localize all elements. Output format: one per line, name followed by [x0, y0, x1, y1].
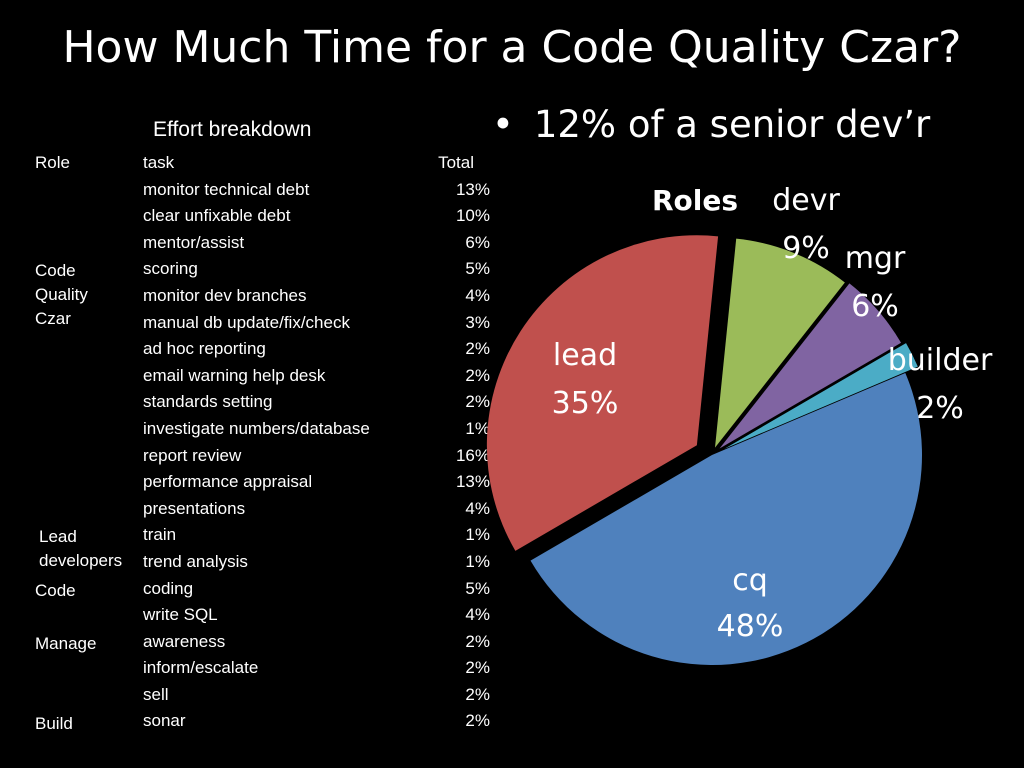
- slice-name-label: devr: [772, 183, 840, 218]
- task-cell: write SQL: [143, 605, 218, 625]
- total-cell: 2%: [465, 365, 490, 385]
- role-label: Manage: [35, 633, 97, 653]
- slice-value-label: 35%: [552, 386, 619, 421]
- task-cell: train: [143, 525, 177, 545]
- task-cell: monitor dev branches: [143, 285, 307, 305]
- task-cell: investigate numbers/database: [143, 418, 370, 438]
- task-cell: clear unfixable debt: [143, 206, 291, 226]
- table-row: sonar 2%: [35, 709, 490, 736]
- total-cell: 3%: [465, 312, 490, 332]
- slice-value-label: 6%: [851, 289, 899, 324]
- task-cell: presentations: [143, 498, 246, 518]
- task-cell: awareness: [143, 631, 226, 651]
- total-cell: 1%: [465, 551, 490, 571]
- total-cell: 16%: [455, 445, 490, 465]
- task-cell: mentor/assist: [143, 232, 245, 252]
- total-cell: 5%: [465, 578, 490, 598]
- table-row: investigate numbers/database 1%: [35, 417, 490, 444]
- table-row: manual db update/fix/check 3%: [35, 311, 490, 338]
- total-cell: 2%: [465, 392, 490, 412]
- table-row: sell 2%: [35, 683, 490, 710]
- header-task: task: [143, 153, 175, 172]
- pie-slice-mgr: [719, 283, 902, 449]
- table-row: scoring 5%: [35, 257, 490, 284]
- total-cell: 13%: [455, 179, 490, 199]
- task-cell: monitor technical debt: [143, 179, 310, 199]
- pie-slice-devr: [714, 238, 845, 448]
- slice-value-label: 2%: [916, 391, 964, 426]
- slice-value-label: 9%: [782, 231, 830, 266]
- slice-value-label: 48%: [717, 609, 784, 644]
- task-cell: standards setting: [143, 392, 273, 412]
- total-cell: 1%: [465, 418, 490, 438]
- role-label: Build: [35, 713, 73, 733]
- task-cell: report review: [143, 445, 242, 465]
- total-cell: 2%: [465, 658, 490, 678]
- table-row: performance appraisal 13%: [35, 470, 490, 497]
- table-body: monitor technical debt 13% clear unfixable…: [35, 178, 490, 736]
- role-label: Code: [35, 580, 76, 600]
- total-cell: 13%: [455, 472, 490, 492]
- slice-name-label: lead: [553, 338, 617, 373]
- task-cell: sonar: [143, 711, 186, 731]
- bullet-dot-icon: •: [492, 103, 514, 146]
- table-row: email warning help desk 2%: [35, 364, 490, 391]
- task-cell: scoring: [143, 259, 198, 279]
- total-cell: 4%: [465, 285, 490, 305]
- total-cell: 2%: [465, 631, 490, 651]
- total-cell: 5%: [465, 259, 490, 279]
- table-row: standards setting 2%: [35, 390, 490, 417]
- table-row: presentations 4%: [35, 497, 490, 524]
- table-row: inform/escalate 2%: [35, 656, 490, 683]
- table-row: trend analysis 1%: [35, 550, 490, 577]
- bullet-point: • 12% of a senior dev’r: [492, 100, 930, 150]
- total-cell: 6%: [465, 232, 490, 252]
- table-row: clear unfixable debt 10%: [35, 204, 490, 231]
- task-cell: sell: [143, 684, 169, 704]
- header-role: Role: [35, 153, 70, 172]
- bullet-text: 12% of a senior dev’r: [533, 103, 931, 146]
- table-row: coding 5%: [35, 577, 490, 604]
- pie-slice-cq: [530, 372, 923, 666]
- slice-name-label: cq: [732, 563, 768, 598]
- total-cell: 2%: [465, 339, 490, 359]
- total-cell: 2%: [465, 684, 490, 704]
- total-cell: 4%: [465, 498, 490, 518]
- table-row: report review 16%: [35, 444, 490, 471]
- table-row: write SQL 4%: [35, 603, 490, 630]
- total-cell: 4%: [465, 605, 490, 625]
- pie-slice-lead: [486, 235, 719, 551]
- table-row: monitor technical debt 13%: [35, 178, 490, 205]
- task-cell: manual db update/fix/check: [143, 312, 350, 332]
- table-header-row: Role task Total: [35, 151, 490, 178]
- role-label: Code Quality Czar: [35, 261, 88, 329]
- total-cell: 1%: [465, 525, 490, 545]
- header-total: Total: [438, 153, 474, 172]
- table-row: monitor dev branches 4%: [35, 284, 490, 311]
- table-row: train 1%: [35, 523, 490, 550]
- table-row: ad hoc reporting 2%: [35, 337, 490, 364]
- total-cell: 10%: [455, 206, 490, 226]
- task-cell: ad hoc reporting: [143, 339, 266, 359]
- slice-name-label: builder: [888, 343, 993, 378]
- role-label: Lead developers: [39, 527, 123, 571]
- effort-table: Role task Total monitor technical debt 13…: [35, 151, 490, 736]
- total-cell: 2%: [465, 711, 490, 731]
- slice-name-label: mgr: [845, 241, 906, 276]
- chart-title: Roles: [652, 184, 738, 217]
- table-row: mentor/assist 6%: [35, 231, 490, 258]
- table-row: awareness 2%: [35, 630, 490, 657]
- task-cell: email warning help desk: [143, 365, 326, 385]
- task-cell: trend analysis: [143, 551, 248, 571]
- slide-title: How Much Time for a Code Quality Czar?: [62, 22, 962, 73]
- table-title: Effort breakdown: [153, 118, 312, 141]
- task-cell: inform/escalate: [143, 658, 259, 678]
- task-cell: performance appraisal: [143, 472, 313, 492]
- pie-slice-builder: [724, 343, 918, 449]
- task-cell: coding: [143, 578, 194, 598]
